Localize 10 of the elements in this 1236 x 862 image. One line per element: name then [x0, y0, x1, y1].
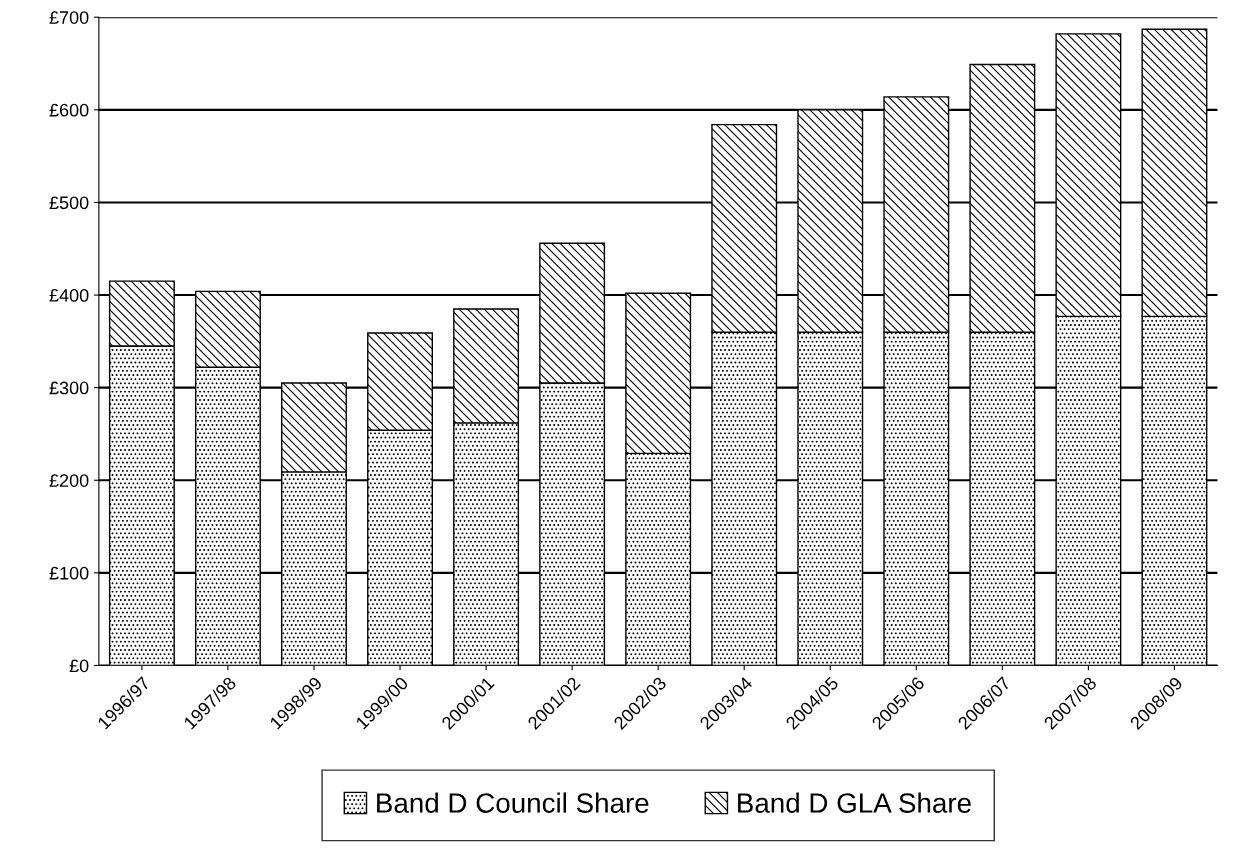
y-tick-label: £200	[49, 474, 89, 487]
y-tick-label: £500	[49, 196, 89, 210]
y-tick-label: £0	[69, 659, 89, 673]
legend-label: Band D GLA Share	[738, 792, 971, 813]
y-tick-label: £100	[49, 566, 89, 580]
y-tick-label: £600	[49, 103, 89, 117]
y-tick-label: £700	[49, 11, 89, 24]
legend-label: Band D Council Share	[377, 792, 649, 813]
y-tick-label: £300	[49, 381, 89, 395]
y-tick-label: £400	[49, 288, 89, 302]
